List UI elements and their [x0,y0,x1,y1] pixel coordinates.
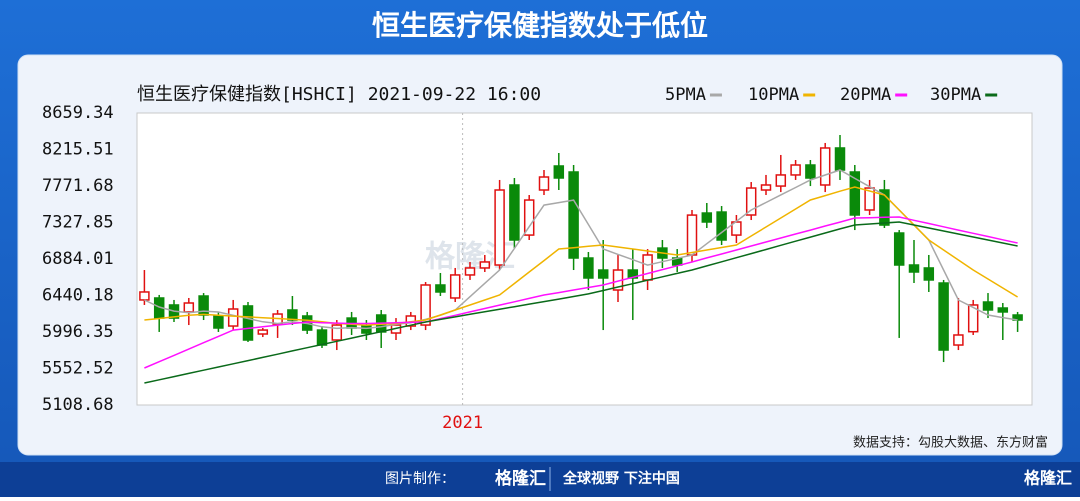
y-tick-label: 8659.34 [42,103,114,123]
candle-body [982,301,994,311]
candle-body [716,211,727,241]
candle-body [509,184,520,241]
page-title: 恒生医疗保健指数处于低位 [372,9,708,42]
y-tick-label: 5996.35 [42,322,114,342]
candle-body [790,164,801,176]
candle-body [257,329,269,335]
candle-body [494,189,505,266]
candle-body [435,284,446,293]
candle-body [760,184,772,191]
y-tick-label: 5108.68 [42,395,114,415]
candle-body [316,329,328,346]
footer-slogan: 全球视野 下注中国 [562,470,680,487]
legend-label: 20PMA [840,85,891,105]
candle-body [701,212,713,223]
candle-body [242,305,254,341]
candle-body [997,307,1009,313]
y-tick-label: 6884.01 [42,249,114,269]
candle-body [923,267,935,281]
candle-body [849,171,861,216]
candle-body [834,147,846,171]
corner-logo: 格隆汇 [1024,469,1072,488]
candle-body [568,171,579,259]
candle-body [967,304,979,333]
candle-body [361,325,372,334]
ma-line [144,186,1018,326]
candle-body [1012,314,1023,321]
footer-made-by: 图片制作： [385,471,455,487]
legend-label: 30PMA [930,85,981,105]
x-tick-label: 2021 [442,413,483,433]
ma-line [144,169,1018,330]
candle-body [420,284,431,326]
candle-body [686,214,698,256]
candle-body [879,189,890,226]
y-tick-label: 6440.18 [42,285,114,305]
candle-body [805,164,816,179]
footer-bar [0,462,1080,497]
candle-body [819,147,831,186]
candle-body [449,274,461,299]
candle-body [745,187,757,216]
candle-body [908,264,920,273]
candle-body [597,269,609,279]
candle-body [583,257,594,279]
y-tick-label: 5552.52 [42,358,114,378]
candle-body [893,232,905,266]
candle-body [331,324,343,341]
legend-label: 5PMA [665,85,706,105]
candle-body [538,176,550,191]
legend-label: 10PMA [748,85,799,105]
footer-logo: 格隆汇 [495,468,546,489]
candle-body [938,282,949,351]
candle-body [953,334,964,346]
ma-line [144,221,1018,384]
chart-subtitle: 恒生医疗保健指数[HSHCI] 2021-09-22 16:00 [137,84,541,105]
candle-body [523,199,535,236]
ma-line [144,216,1018,369]
candle-body [479,261,491,269]
candle-body [553,165,565,179]
y-tick-label: 7327.85 [42,212,114,232]
candle-body [227,308,239,327]
y-tick-label: 7771.68 [42,176,114,196]
candle-body [864,187,875,211]
y-tick-label: 8215.51 [42,139,114,159]
source: 数据支持：勾股大数据、东方财富 [853,435,1048,451]
candle-body [213,315,224,329]
candle-body [139,291,150,301]
candle-body [775,174,787,187]
candle-body [642,254,653,281]
candle-body [183,302,195,313]
candle-body [464,267,476,276]
